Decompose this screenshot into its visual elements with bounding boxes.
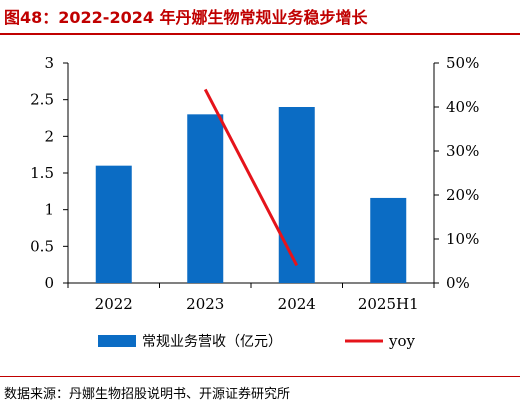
yoy-line (203, 88, 299, 267)
bar-2025H1 (370, 197, 407, 283)
right-tick-label: 50% (446, 54, 479, 72)
bar-2024 (278, 107, 315, 283)
left-tick-label: 3 (44, 54, 54, 72)
left-tick-label: 0 (44, 274, 54, 292)
bar-2022 (95, 165, 132, 283)
legend-label-bar: 常规业务营收（亿元） (142, 334, 282, 350)
x-tick-label: 2022 (95, 295, 133, 313)
revenue-chart: 0 0.5 1 1.5 2 2.5 3 0% 10% 20% 30% 40% 50% 2022 2023… (30, 54, 479, 350)
left-y-axis: 0 0.5 1 1.5 2 2.5 3 (30, 54, 69, 292)
bar-2023 (187, 114, 224, 283)
line-series (203, 88, 299, 267)
x-tick-label: 2025H1 (358, 295, 419, 313)
right-y-axis: 0% 10% 20% 30% 40% 50% (433, 54, 479, 292)
source-note: 数据来源：丹娜生物招股说明书、开源证券研究所 (4, 387, 291, 402)
left-tick-label: 1.5 (30, 164, 54, 182)
left-tick-label: 2 (44, 127, 54, 145)
x-tick-label: 2023 (186, 295, 224, 313)
x-axis: 2022 2023 2024 2025H1 (67, 282, 435, 313)
legend-label-line: yoy (388, 332, 416, 350)
left-tick-label: 1 (44, 201, 54, 219)
chart-area: 0 0.5 1 1.5 2 2.5 3 0% 10% 20% 30% 40% 50% 2022 2023… (0, 36, 520, 374)
title-divider (0, 33, 520, 35)
source-divider (0, 376, 520, 377)
right-tick-label: 10% (446, 230, 479, 248)
legend: 常规业务营收（亿元） yoy (98, 332, 416, 350)
figure-title: 图48：2022-2024 年丹娜生物常规业务稳步增长 (4, 8, 368, 27)
legend-swatch-bar (98, 335, 136, 347)
right-tick-label: 0% (446, 274, 470, 292)
bar-series (95, 107, 407, 283)
right-tick-label: 30% (446, 142, 479, 160)
right-tick-label: 40% (446, 98, 479, 116)
x-tick-label: 2024 (278, 295, 316, 313)
left-tick-label: 0.5 (30, 237, 54, 255)
left-tick-label: 2.5 (30, 91, 54, 109)
right-tick-label: 20% (446, 186, 479, 204)
